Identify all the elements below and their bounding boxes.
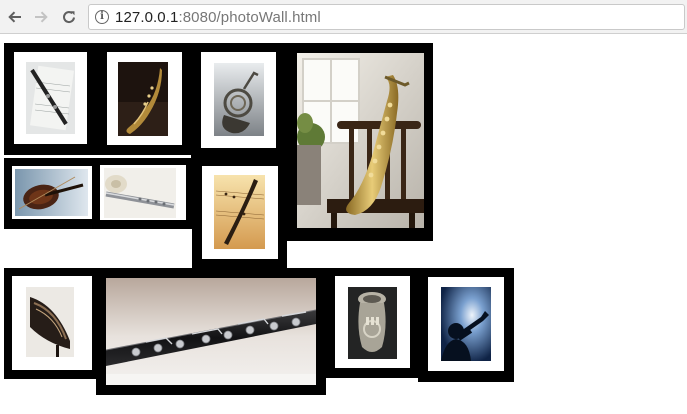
saxophone-on-chair-photo[interactable] (297, 53, 424, 228)
tuba-photo[interactable] (348, 287, 397, 359)
browser-toolbar: i 127.0.0.1:8080/photoWall.html (0, 0, 687, 34)
url-path: :8080/photoWall.html (178, 8, 321, 26)
info-icon[interactable]: i (95, 10, 109, 24)
clarinet-closeup-photo[interactable] (106, 278, 316, 385)
url-text[interactable]: 127.0.0.1:8080/photoWall.html (115, 9, 321, 26)
flute-with-rose-photo[interactable] (104, 168, 176, 218)
french-horn-photo[interactable] (214, 63, 264, 136)
url-host: 127.0.0.1 (115, 8, 179, 26)
arrow-left-icon[interactable] (4, 6, 26, 28)
grand-piano-photo[interactable] (26, 287, 74, 357)
arrow-right-icon[interactable] (30, 6, 52, 28)
trumpet-player-silhouette-photo[interactable] (441, 287, 491, 361)
saxophone-on-dark-photo[interactable] (118, 62, 168, 136)
quill-on-sheet-music-photo[interactable] (214, 175, 265, 249)
clarinet-on-sheet-music-photo[interactable] (26, 62, 75, 134)
reload-icon[interactable] (58, 6, 80, 28)
address-bar[interactable]: i 127.0.0.1:8080/photoWall.html (88, 4, 685, 30)
violin-photo[interactable] (15, 169, 88, 216)
